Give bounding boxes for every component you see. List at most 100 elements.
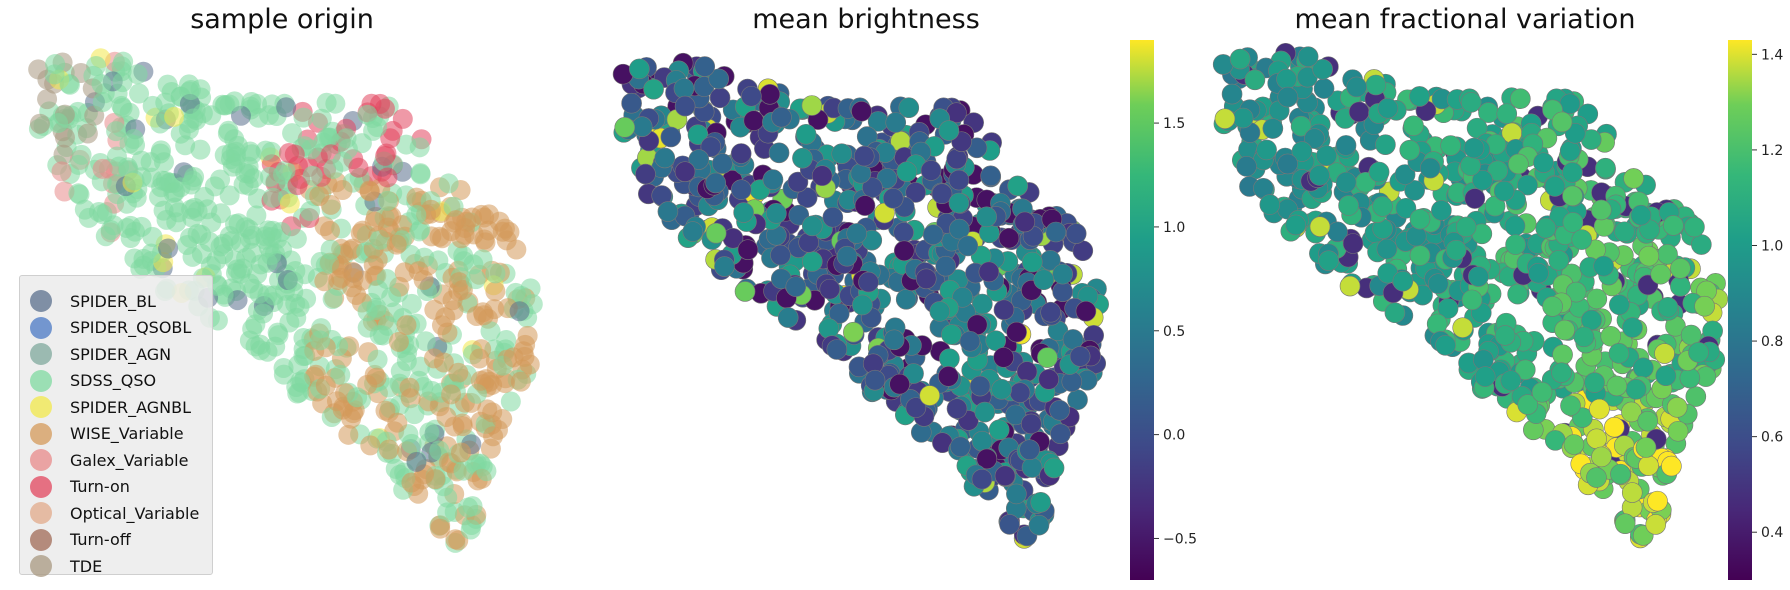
data-point [131,150,152,171]
colorbar-tick-label: 1.0 [1761,238,1783,254]
data-point [712,153,733,174]
data-point [631,116,653,137]
data-point [448,362,469,383]
data-point [1630,204,1652,226]
data-point [1670,258,1691,279]
data-point [320,220,341,241]
data-point [1276,68,1297,90]
legend-label: WISE_Variable [70,424,184,443]
data-point [935,255,956,277]
data-point [1259,194,1281,215]
data-point [919,385,941,406]
data-point [51,161,72,182]
data-point [1586,288,1608,310]
legend-label: Turn-on [70,477,130,496]
data-point [218,120,239,141]
data-point [396,134,417,155]
data-point [91,74,112,95]
data-point [1554,319,1575,341]
data-point [45,54,66,75]
data-point [822,206,844,228]
legend-swatch [30,449,52,471]
data-point [1007,175,1029,197]
data-point [503,347,524,368]
data-point [657,201,679,222]
data-point [1049,400,1070,421]
data-point [1291,141,1313,162]
data-point [242,318,263,339]
data-point [1584,372,1605,393]
legend-swatch [30,528,52,551]
data-point [401,433,422,454]
data-point [1346,76,1367,98]
data-point [885,112,907,133]
legend: SPIDER_BL SPIDER_QSOBL SPIDER_AGN SDSS_QSO S… [19,275,213,577]
data-point [1586,428,1607,450]
data-point [483,426,504,447]
data-point [1030,491,1052,513]
data-point [151,140,172,161]
data-point [1625,379,1647,400]
data-point [737,239,759,260]
data-point [1021,457,1043,478]
data-point [1052,281,1073,302]
legend-swatch [30,343,52,365]
data-point [1437,298,1459,319]
data-point [988,419,1010,441]
legend-label: SPIDER_BL [70,291,156,311]
data-point [705,222,727,244]
data-point [1365,74,1387,96]
data-point [1622,317,1643,338]
data-point [1463,137,1485,159]
data-point [133,255,154,276]
data-point [1335,171,1357,193]
data-point [643,78,664,100]
data-point [247,93,268,114]
data-point [164,106,185,127]
legend-item: TDE [30,553,102,579]
data-point [896,161,918,183]
data-point [939,348,960,369]
data-point [330,364,351,385]
data-point [210,169,231,190]
data-point [950,436,971,458]
data-point [158,238,179,259]
data-point [480,321,501,342]
data-point [77,123,98,144]
data-point [1419,157,1441,179]
data-point [68,183,89,204]
data-point [1019,439,1040,461]
data-point [161,81,182,102]
data-point [1006,321,1027,343]
data-point [320,239,341,260]
data-point [705,172,726,194]
data-point [1290,115,1312,137]
data-point [360,435,381,456]
data-point [423,348,444,369]
data-point [450,442,471,463]
data-point [517,325,538,346]
data-point [1610,463,1631,485]
data-point [1600,325,1622,347]
data-point [976,448,998,470]
data-point [400,244,421,265]
data-point [1372,196,1393,217]
data-point [214,145,235,166]
data-point [730,143,752,164]
data-point [1368,161,1390,183]
data-point [92,92,113,113]
data-point [311,108,332,129]
data-point [920,160,942,181]
data-point [1474,366,1496,387]
data-point [1685,386,1707,407]
legend-item: WISE_Variable [30,421,184,447]
data-point [621,92,642,114]
data-point [485,281,506,302]
data-point [509,301,530,322]
data-point [1514,359,1536,381]
data-point [1009,382,1031,403]
data-point [1404,180,1425,201]
data-point [472,249,493,270]
data-point [694,56,716,77]
data-point [282,123,303,144]
